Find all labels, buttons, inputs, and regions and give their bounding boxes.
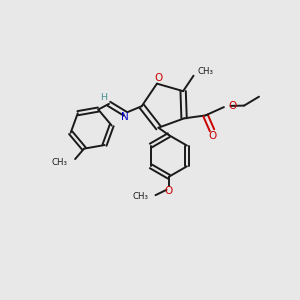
Text: CH₃: CH₃ [132, 192, 148, 201]
Text: O: O [154, 73, 163, 83]
Text: H: H [100, 93, 107, 102]
Text: O: O [228, 100, 237, 111]
Text: CH₃: CH₃ [52, 158, 68, 167]
Text: O: O [208, 131, 217, 141]
Text: O: O [165, 186, 173, 196]
Text: N: N [121, 112, 128, 122]
Text: CH₃: CH₃ [197, 67, 213, 76]
